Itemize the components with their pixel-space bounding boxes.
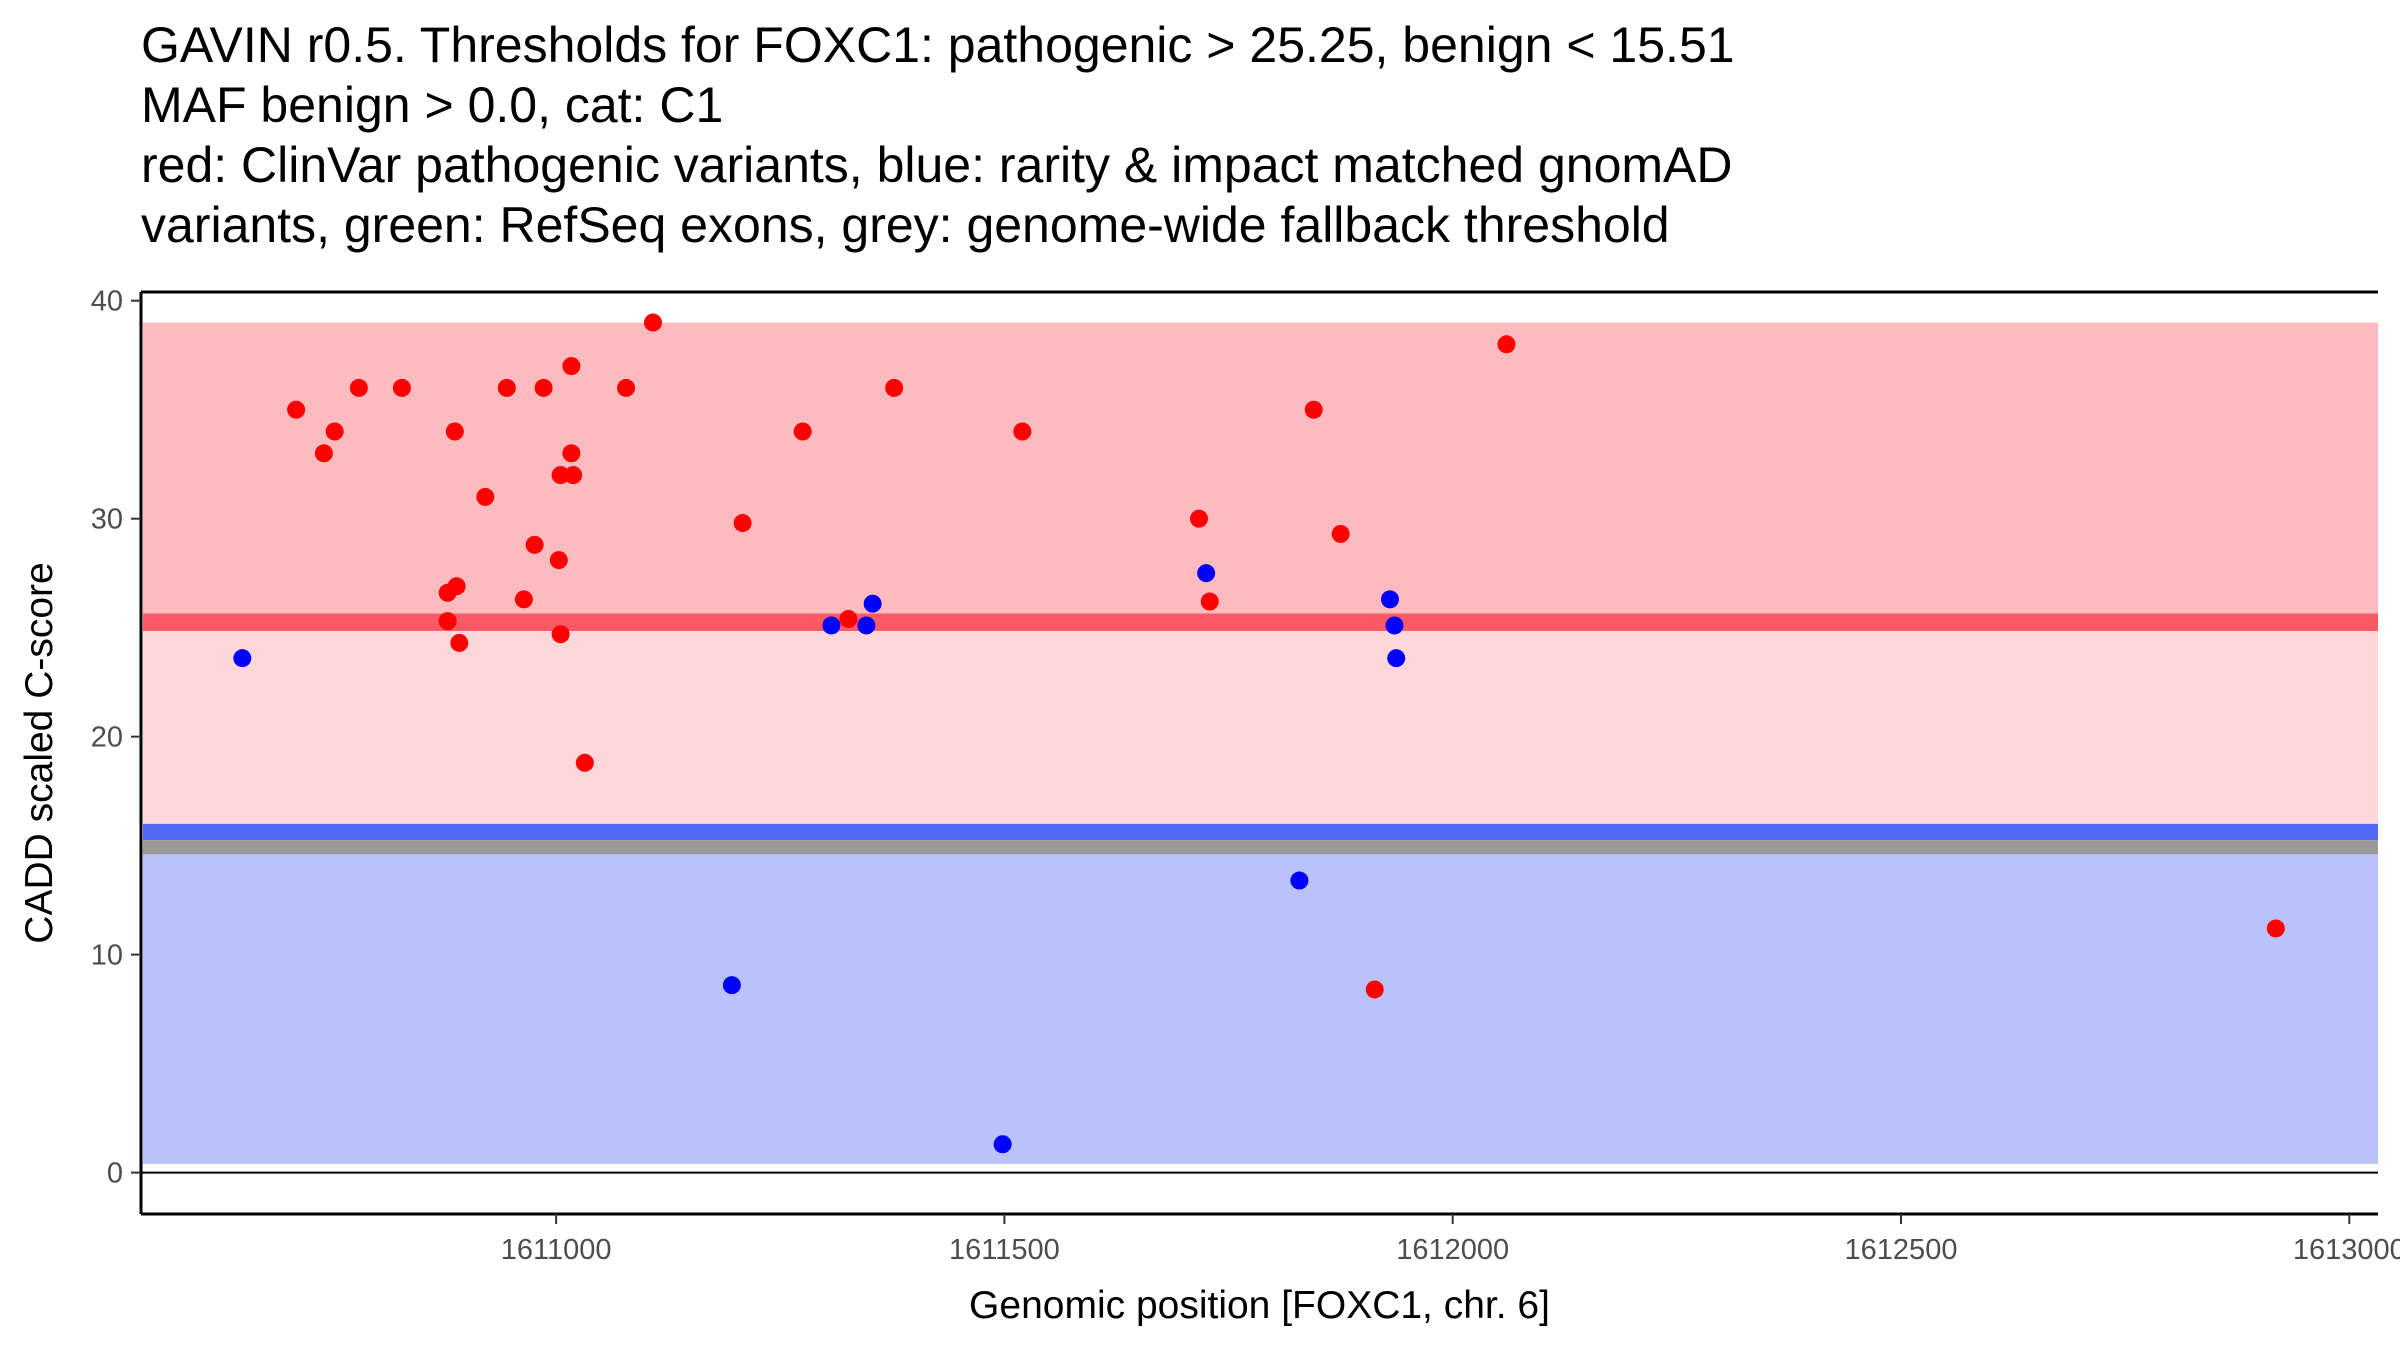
title-line-3: red: ClinVar pathogenic variants, blue: … bbox=[141, 137, 1732, 193]
data-points bbox=[233, 313, 2285, 1154]
clinvar-pathogenic-point bbox=[1497, 335, 1516, 354]
clinvar-pathogenic-point bbox=[1304, 400, 1323, 419]
clinvar-pathogenic-point bbox=[564, 466, 583, 485]
clinvar-pathogenic-point bbox=[562, 357, 581, 376]
band-pathogenic-region bbox=[143, 322, 2378, 623]
y-tick-label: 10 bbox=[91, 940, 123, 972]
clinvar-pathogenic-point bbox=[839, 609, 858, 628]
x-tick-label: 1611500 bbox=[949, 1234, 1060, 1266]
y-tick-label: 30 bbox=[91, 504, 123, 536]
x-tick-label: 1613000 bbox=[2293, 1234, 2400, 1266]
clinvar-pathogenic-point bbox=[476, 487, 495, 506]
y-axis-ticks: 0 10 20 30 40 bbox=[91, 286, 141, 1190]
clinvar-pathogenic-point bbox=[733, 514, 752, 533]
clinvar-pathogenic-point bbox=[450, 633, 469, 652]
clinvar-pathogenic-point bbox=[525, 535, 544, 554]
band-genome-wide-fallback-threshold bbox=[143, 840, 2378, 855]
title-line-2: MAF benign > 0.0, cat: C1 bbox=[141, 77, 723, 133]
clinvar-pathogenic-point bbox=[445, 422, 464, 441]
clinvar-pathogenic-point bbox=[885, 378, 904, 397]
x-tick-label: 1612000 bbox=[1396, 1234, 1509, 1266]
clinvar-pathogenic-point bbox=[534, 378, 553, 397]
x-axis-title: Genomic position [FOXC1, chr. 6] bbox=[969, 1284, 1550, 1327]
gnomad-matched-point bbox=[722, 976, 741, 995]
y-tick-label: 20 bbox=[91, 722, 123, 754]
band-pathogenic-threshold bbox=[143, 613, 2378, 631]
clinvar-pathogenic-point bbox=[551, 625, 570, 644]
clinvar-pathogenic-point bbox=[793, 422, 812, 441]
title-line-4: variants, green: RefSeq exons, grey: gen… bbox=[141, 197, 1670, 253]
gnomad-matched-point bbox=[1290, 871, 1309, 890]
gnomad-matched-point bbox=[863, 594, 882, 613]
title-line-1: GAVIN r0.5. Thresholds for FOXC1: pathog… bbox=[141, 17, 1735, 73]
clinvar-pathogenic-point bbox=[2266, 919, 2285, 938]
gnomad-matched-point bbox=[1385, 616, 1404, 635]
clinvar-pathogenic-point bbox=[617, 378, 636, 397]
clinvar-pathogenic-point bbox=[514, 590, 533, 609]
y-tick-label: 0 bbox=[107, 1158, 123, 1190]
clinvar-pathogenic-point bbox=[562, 444, 581, 463]
band-intermediate-region bbox=[143, 622, 2378, 835]
band-benign-threshold bbox=[143, 823, 2378, 841]
chart-title: GAVIN r0.5. Thresholds for FOXC1: pathog… bbox=[141, 17, 1735, 253]
clinvar-pathogenic-point bbox=[287, 400, 306, 419]
x-axis-ticks: 1611000 1611500 1612000 1612500 1613000 bbox=[501, 1214, 2400, 1266]
clinvar-pathogenic-point bbox=[447, 577, 466, 596]
clinvar-pathogenic-point bbox=[1189, 509, 1208, 528]
clinvar-pathogenic-point bbox=[1331, 524, 1350, 543]
clinvar-pathogenic-point bbox=[1013, 422, 1032, 441]
clinvar-pathogenic-point bbox=[349, 378, 368, 397]
y-tick-label: 40 bbox=[91, 286, 123, 318]
clinvar-pathogenic-point bbox=[392, 378, 411, 397]
clinvar-pathogenic-point bbox=[438, 612, 457, 631]
clinvar-pathogenic-point bbox=[549, 551, 568, 570]
clinvar-pathogenic-point bbox=[551, 466, 570, 485]
y-axis-title: CADD scaled C-score bbox=[18, 562, 61, 943]
clinvar-pathogenic-point bbox=[314, 444, 333, 463]
threshold-bands bbox=[143, 322, 2378, 1164]
clinvar-pathogenic-point bbox=[643, 313, 662, 332]
clinvar-pathogenic-point bbox=[497, 378, 516, 397]
axes bbox=[139, 290, 2378, 1216]
gnomad-matched-point bbox=[822, 616, 841, 635]
clinvar-pathogenic-point bbox=[1365, 980, 1384, 999]
gnomad-matched-point bbox=[1387, 649, 1406, 668]
clinvar-pathogenic-point bbox=[325, 422, 344, 441]
clinvar-pathogenic-point bbox=[575, 753, 594, 772]
gnomad-matched-point bbox=[233, 649, 252, 668]
gnomad-matched-point bbox=[1380, 590, 1399, 609]
clinvar-pathogenic-point bbox=[1200, 592, 1219, 611]
gnomad-matched-point bbox=[857, 616, 876, 635]
x-tick-label: 1611000 bbox=[501, 1234, 612, 1266]
gnomad-matched-point bbox=[993, 1135, 1012, 1154]
band-benign-region bbox=[143, 854, 2378, 1164]
gnomad-matched-point bbox=[1197, 564, 1216, 583]
x-tick-label: 1612500 bbox=[1845, 1234, 1958, 1266]
